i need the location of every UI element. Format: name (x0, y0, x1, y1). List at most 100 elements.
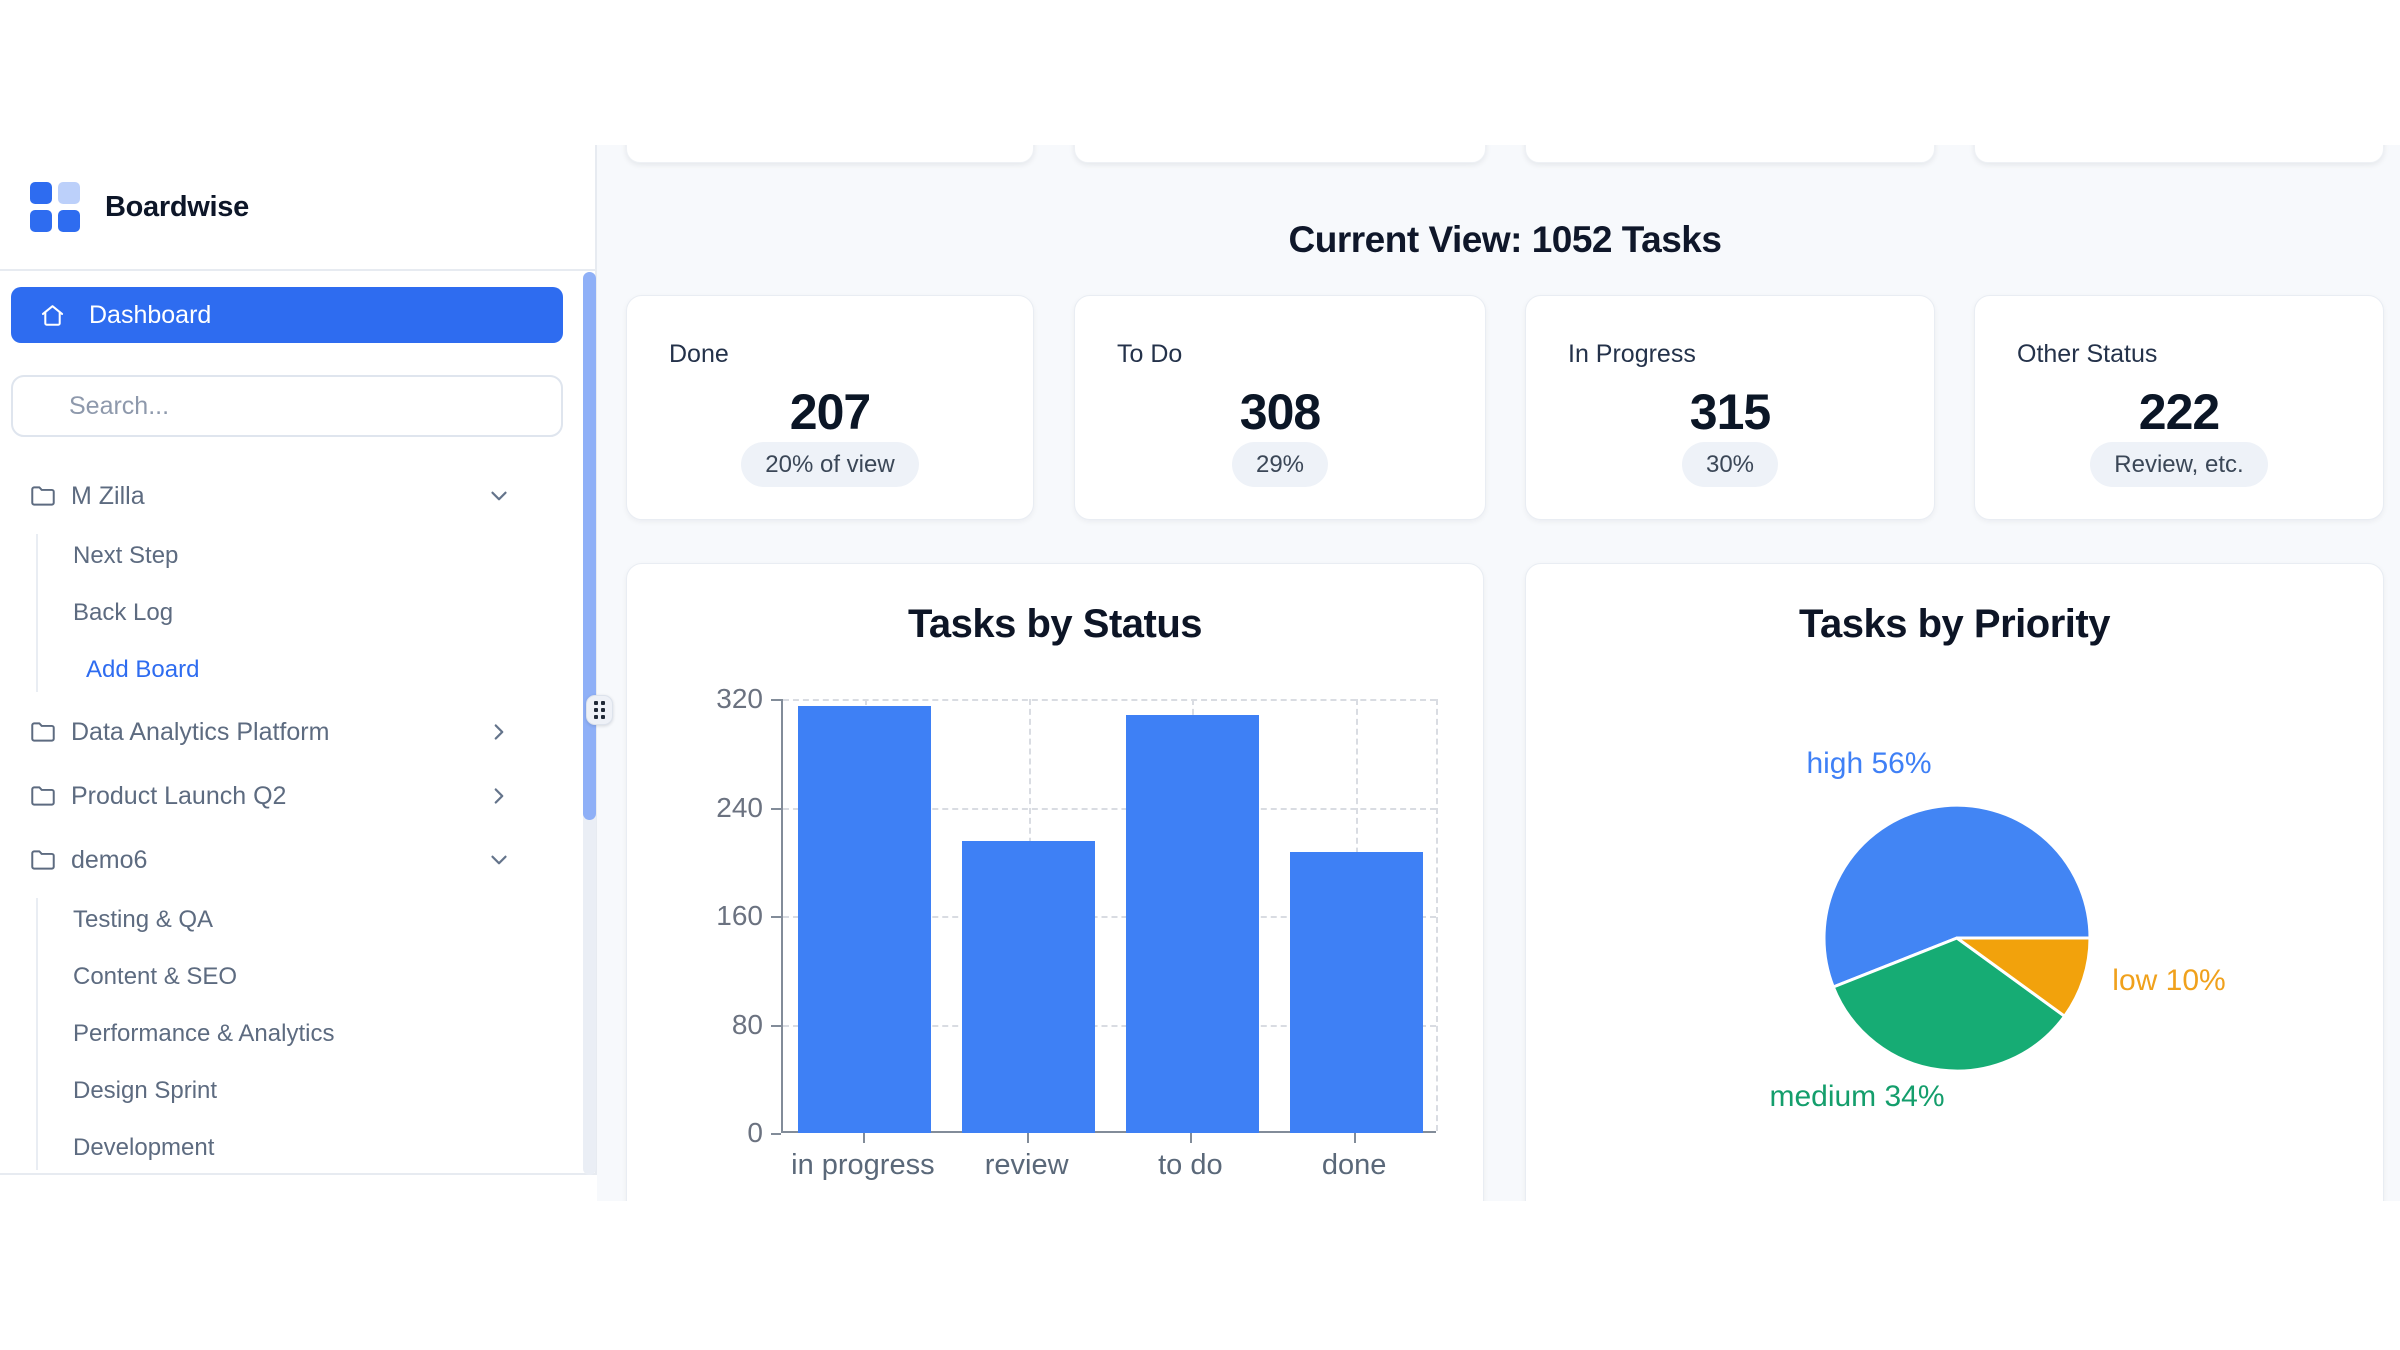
boardwise-logo-icon (30, 182, 80, 232)
sidebar-group-data-analytics-platform[interactable]: Data Analytics Platform (0, 708, 565, 756)
partial-card-top (626, 145, 1034, 163)
folder-icon (31, 722, 55, 742)
sidebar-resize-handle[interactable] (586, 695, 613, 725)
sidebar-group-m-zilla[interactable]: M Zilla (0, 472, 565, 520)
stat-badge-wrap: 20% of view (627, 442, 1033, 487)
gridline-horizontal (783, 1024, 1436, 1027)
sidebar-scrollbar-thumb[interactable] (583, 272, 596, 820)
stat-badge-wrap: 29% (1075, 442, 1485, 487)
home-icon (41, 304, 64, 326)
stat-label: To Do (1117, 340, 1183, 368)
sidebar-board-back-log[interactable]: Back Log (73, 599, 174, 626)
y-tick-label: 160 (716, 900, 763, 931)
sidebar-board-performance-analytics[interactable]: Performance & Analytics (73, 1020, 335, 1047)
bar-chart-plot (781, 699, 1438, 1133)
pie-chart (1822, 803, 2092, 1073)
x-category-label: review (984, 1149, 1069, 1181)
sidebar-group-demo6[interactable]: demo6 (0, 836, 565, 884)
y-tick-label: 0 (747, 1117, 763, 1148)
x-tick-mark (1354, 1133, 1357, 1143)
chevron-right-icon[interactable] (486, 783, 512, 809)
x-tick-mark (1026, 1133, 1029, 1143)
folder-icon (31, 850, 55, 870)
app-window: Boardwise Dashboard M Zilla Next Step Back… (0, 145, 2400, 1201)
y-tick-mark (771, 1133, 781, 1135)
stat-label: Done (669, 340, 729, 368)
view-title: Current View: 1052 Tasks (1288, 219, 1722, 260)
y-tick-mark (771, 807, 781, 810)
x-category-label: in progress (791, 1149, 935, 1181)
stat-card-other-status: Other Status 222 Review, etc. (1974, 295, 2384, 520)
gridline-horizontal (783, 807, 1436, 810)
stat-card-to-do: To Do 308 29% (1074, 295, 1486, 520)
x-category-label: to do (1158, 1149, 1223, 1181)
stat-value: 222 (2138, 384, 2220, 440)
main-content: Current View: 1052 Tasks Done 207 20% of v… (598, 145, 2400, 1201)
chevron-down-icon[interactable] (486, 483, 512, 509)
pie-label-high: high 56% (1806, 747, 1932, 780)
app-title: Boardwise (105, 190, 249, 223)
stat-label: In Progress (1568, 340, 1696, 368)
pie-label-low: low 10% (2112, 964, 2226, 997)
pie-slice-medium (1831, 936, 2067, 1073)
sidebar-footer-space (0, 1175, 597, 1201)
tasks-by-priority-card: Tasks by Priority high 56% medium 34% low … (1525, 563, 2384, 1201)
group-label: Product Launch Q2 (71, 781, 287, 810)
stat-badge: 29% (1231, 442, 1329, 487)
chevron-down-icon[interactable] (486, 847, 512, 873)
chevron-right-icon[interactable] (486, 719, 512, 745)
stat-badge: Review, etc. (2090, 442, 2268, 487)
group-label: Data Analytics Platform (71, 717, 330, 746)
bar-review (962, 841, 1096, 1133)
dashboard-button[interactable]: Dashboard (11, 287, 563, 343)
sidebar-board-next-step[interactable]: Next Step (73, 542, 179, 569)
x-category-label: done (1321, 1149, 1387, 1181)
group-label: demo6 (71, 845, 148, 874)
y-tick-mark (771, 699, 781, 701)
partial-card-top (1074, 145, 1486, 163)
folder-icon (29, 718, 57, 746)
stat-badge: 20% of view (741, 442, 919, 487)
sidebar: Boardwise Dashboard M Zilla Next Step Back… (0, 145, 597, 1175)
bar-in-progress (798, 705, 932, 1133)
sub-board-list: Next Step Back Log Add Board (36, 534, 565, 692)
tasks-by-status-card: Tasks by Status 0 80 160 240 320 in progress r… (626, 563, 1484, 1201)
bar-done (1289, 852, 1423, 1133)
pie-label-medium: medium 34% (1769, 1080, 1945, 1113)
y-tick-label: 80 (731, 1008, 763, 1040)
search-input[interactable] (11, 375, 563, 437)
stat-badge: 30% (1681, 442, 1779, 487)
y-tick-label: 240 (716, 791, 763, 823)
folder-icon (29, 482, 57, 510)
stat-value: 207 (789, 384, 871, 440)
pie-slice-low (1955, 936, 2092, 1018)
sidebar-header: Boardwise (0, 145, 595, 271)
stat-value: 315 (1689, 384, 1771, 440)
stat-card-done: Done 207 20% of view (626, 295, 1034, 520)
board-tree: M Zilla Next Step Back Log Add Board Data An… (0, 472, 565, 1183)
gridline-horizontal (783, 916, 1436, 918)
sidebar-group-product-launch-q2[interactable]: Product Launch Q2 (0, 772, 565, 820)
y-tick-mark (771, 1024, 781, 1027)
partial-card-top (1525, 145, 1935, 163)
sub-board-list: Testing & QA Content & SEO Performance & A… (36, 898, 565, 1170)
pie-chart-title: Tasks by Priority (1799, 602, 2110, 646)
gridline-horizontal (783, 699, 1436, 701)
x-tick-mark (1190, 1133, 1193, 1143)
sidebar-board-testing-qa[interactable]: Testing & QA (73, 906, 214, 933)
stat-badge-wrap: 30% (1526, 442, 1934, 487)
folder-icon (29, 782, 57, 810)
sidebar-board-design-sprint[interactable]: Design Sprint (73, 1077, 218, 1104)
sidebar-board-content-seo[interactable]: Content & SEO (73, 963, 238, 990)
sidebar-board-development[interactable]: Development (73, 1134, 215, 1161)
stat-value: 308 (1239, 384, 1321, 440)
bar-to-do (1125, 715, 1259, 1133)
bar-chart-title: Tasks by Status (907, 602, 1203, 646)
pie-slice-high (1822, 803, 2092, 989)
stat-badge-wrap: Review, etc. (1975, 442, 2383, 487)
add-board-link[interactable]: Add Board (86, 656, 200, 683)
folder-icon (29, 846, 57, 874)
group-label: M Zilla (71, 481, 145, 510)
stat-card-in-progress: In Progress 315 30% (1525, 295, 1935, 520)
x-tick-mark (862, 1133, 865, 1143)
